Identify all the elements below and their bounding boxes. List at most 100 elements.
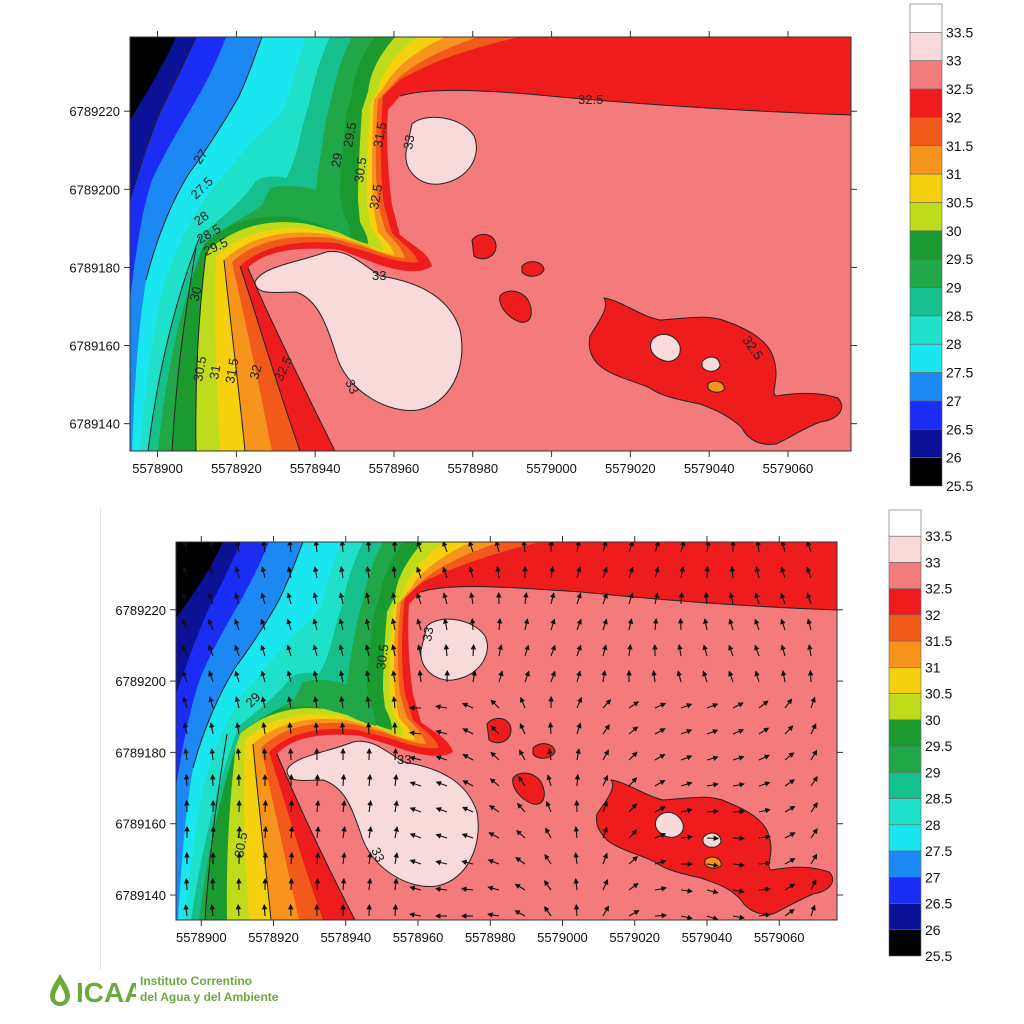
pocket-33-north [405,116,477,185]
vector-arrow [341,852,347,865]
vector-arrow [494,542,501,553]
legend-swatch [888,509,922,537]
vector-arrow [313,722,320,735]
vector-arrow [235,747,242,761]
legend-label: 33 [946,53,962,69]
vector-arrow [390,644,397,657]
vector-arrow [393,852,399,865]
vector-arrow [758,781,771,787]
legend-label: 32 [946,109,962,125]
x-tick-label: 5578920 [211,461,262,476]
vector-arrow [288,799,295,813]
vector-arrow [806,618,812,631]
vector-arrow [602,566,608,579]
logo-wordmark: ICAA [76,977,136,1008]
contour-label: 32 [246,363,264,381]
vector-arrow [391,696,398,709]
vector-arrow [390,618,397,631]
vector-arrow [340,773,347,787]
vector-arrow [516,802,526,813]
vector-arrow [286,566,293,579]
contour-label: 27 [190,146,211,166]
legend-label: 32.5 [925,581,952,597]
vector-arrow [364,592,371,605]
vector-arrow [628,882,639,891]
vector-arrow [573,826,580,839]
x-tick-label: 5578980 [447,461,498,476]
contour-29 [171,247,197,451]
vector-arrow [393,826,399,839]
vector-arrow [364,618,371,631]
vector-arrow [462,806,474,813]
contour-chart-bottom: 5578900 5578920 5578940 5578960 5578980 55790… [100,508,961,970]
legend-swatch [909,287,943,317]
vector-arrow [288,851,295,865]
vector-arrow [602,749,609,761]
vector-arrow [490,751,500,761]
vector-arrow [550,644,556,657]
vector-arrow [706,888,719,895]
legend-label: 31 [925,659,941,675]
vector-arrow [784,908,795,917]
vector-arrow [462,754,474,761]
vector-arrow [234,670,240,683]
vector-arrow [651,670,657,683]
legend-swatch [888,667,922,694]
vector-arrow [732,755,745,761]
vector-arrow [416,618,422,631]
vector-arrow [573,878,579,891]
vector-arrow [810,879,817,891]
vector-arrow [339,721,346,735]
plot-frame-bottom [175,541,838,921]
vector-arrow [208,696,214,709]
contour-label: 32.5 [366,183,385,211]
vector-arrow [628,751,638,761]
vector-arrow [461,886,474,892]
legend-swatch [888,745,922,773]
vector-arrow [806,566,812,579]
y-tick-label: 6789160 [69,339,120,354]
vector-arrow [523,618,530,631]
vector-arrow [409,781,422,787]
vector-arrow [435,886,448,892]
vector-arrow [261,542,267,553]
vector-arrow [487,859,500,865]
vector-arrow [515,829,526,839]
vector-arrow [627,644,633,657]
vector-arrow [409,885,422,891]
vector-arrow [287,747,294,761]
vector-arrow [810,802,818,813]
vector-arrow [208,542,215,553]
island-32-b [532,743,556,759]
contour-32-5-left [247,267,336,451]
contour-chart-bottom-svg: 5578900 5578920 5578940 5578960 5578980 55790… [115,509,952,964]
vector-arrow [654,859,667,865]
legend-swatch [909,315,943,345]
vector-arrow [443,643,450,657]
x-tick-label: 5578980 [465,930,516,945]
vector-arrow [628,855,639,865]
vector-arrow [339,696,345,709]
island-32-a [486,717,512,744]
vector-arrow [461,833,474,839]
vector-arrow [758,700,769,709]
vector-arrow [235,722,241,735]
vector-arrow [341,826,347,839]
vector-arrow [409,755,422,762]
vector-arrow [628,910,640,917]
vector-arrow [392,903,399,917]
x-tick-label: 5579020 [605,461,656,476]
legend-label: 33.5 [925,528,952,544]
vector-arrow [728,592,735,605]
vector-arrow [495,566,501,579]
vector-arrow [654,542,660,553]
vector-arrow [261,903,268,917]
vector-arrow [287,722,293,735]
vector-arrow [521,542,527,553]
vector-arrow [442,618,449,631]
vector-arrow [654,886,667,892]
vector-arrow [706,729,719,735]
legend-swatch [909,88,943,118]
vector-arrow [416,644,423,657]
legend-label: 31.5 [925,633,952,649]
